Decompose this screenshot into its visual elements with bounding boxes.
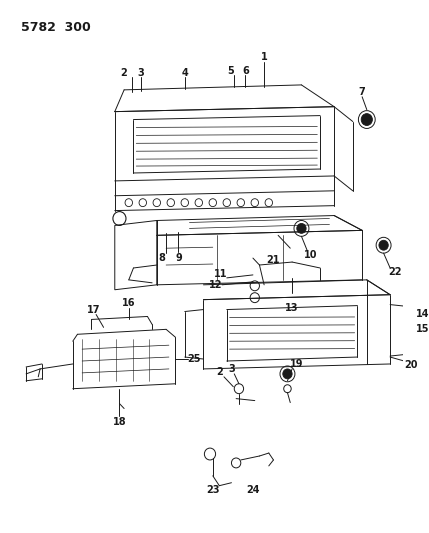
Text: 2: 2 xyxy=(121,68,127,78)
Circle shape xyxy=(361,114,372,125)
Text: 7: 7 xyxy=(359,87,366,97)
Text: 15: 15 xyxy=(416,325,429,334)
Text: 18: 18 xyxy=(113,417,126,427)
Text: 19: 19 xyxy=(290,359,304,369)
Circle shape xyxy=(297,223,306,233)
Text: 6: 6 xyxy=(242,66,249,76)
Text: 20: 20 xyxy=(404,360,417,370)
Text: 11: 11 xyxy=(214,269,227,279)
Text: 17: 17 xyxy=(87,304,100,314)
Text: 21: 21 xyxy=(267,255,280,265)
Text: 4: 4 xyxy=(181,68,188,78)
Text: 9: 9 xyxy=(176,253,183,263)
Text: 10: 10 xyxy=(304,250,317,260)
Text: 16: 16 xyxy=(122,297,136,308)
Text: 24: 24 xyxy=(246,484,260,495)
Text: 2: 2 xyxy=(216,367,223,377)
Text: 14: 14 xyxy=(416,309,429,319)
Text: 22: 22 xyxy=(388,267,402,277)
Text: 8: 8 xyxy=(158,253,165,263)
Circle shape xyxy=(283,369,292,379)
Text: 5782  300: 5782 300 xyxy=(21,21,91,34)
Circle shape xyxy=(379,240,388,250)
Text: 3: 3 xyxy=(138,68,144,78)
Text: 5: 5 xyxy=(227,66,234,76)
Text: 23: 23 xyxy=(206,484,220,495)
Text: 13: 13 xyxy=(285,303,299,312)
Text: 12: 12 xyxy=(209,280,222,290)
Text: 3: 3 xyxy=(228,364,235,374)
Text: 25: 25 xyxy=(187,354,201,364)
Text: 1: 1 xyxy=(261,52,268,62)
